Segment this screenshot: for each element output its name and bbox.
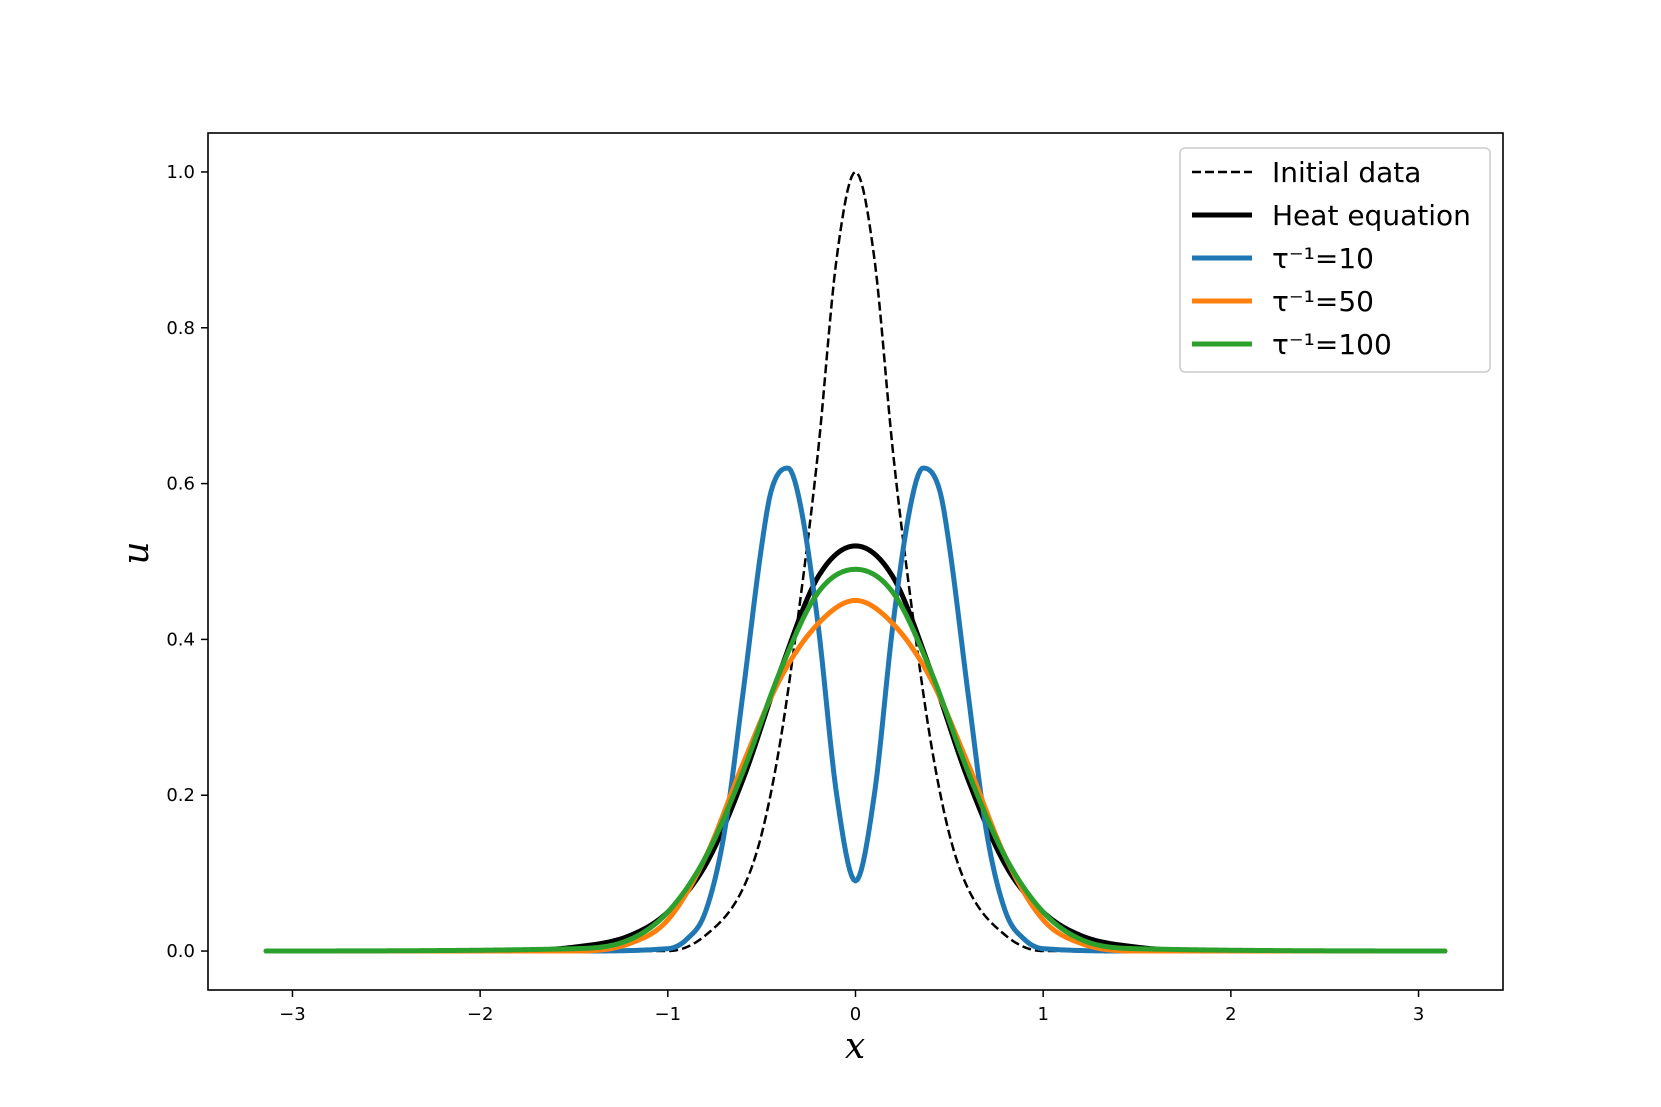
x-tick-label: −2 [467,1004,494,1025]
y-tick-label: 0.6 [166,474,195,495]
y-axis-label: u [116,541,157,564]
y-tick-label: 0.8 [166,318,195,339]
y-tick-label: 0.2 [166,785,195,806]
axis-ticks: −3 −2 −1 0 1 2 3 0.0 0.2 0.4 0.6 0.8 1.0 [166,132,1504,1025]
plot-area [263,170,1448,954]
legend-box [1179,147,1491,373]
x-tick-label: −1 [655,1004,682,1025]
x-tick-label: 0 [850,1004,861,1025]
x-tick-label: 3 [1413,1004,1424,1025]
x-tick-label: 2 [1225,1004,1236,1025]
legend-label: τ⁻¹=10 [1272,242,1374,275]
y-tick-label: 0.0 [166,941,195,962]
legend-label: τ⁻¹=100 [1272,328,1392,361]
legend-label: Heat equation [1272,199,1471,232]
series-line-4 [263,566,1448,954]
y-tick-label: 0.4 [166,629,195,650]
x-tick-label: −3 [279,1004,306,1025]
legend: Initial data Heat equation τ⁻¹=10 τ⁻¹=50 τ⁻¹… [1179,147,1491,373]
legend-label: τ⁻¹=50 [1272,285,1374,318]
x-axis-label: x [845,1026,865,1067]
y-tick-label: 1.0 [166,162,195,183]
x-tick-label: 1 [1037,1004,1048,1025]
legend-label: Initial data [1272,156,1421,189]
